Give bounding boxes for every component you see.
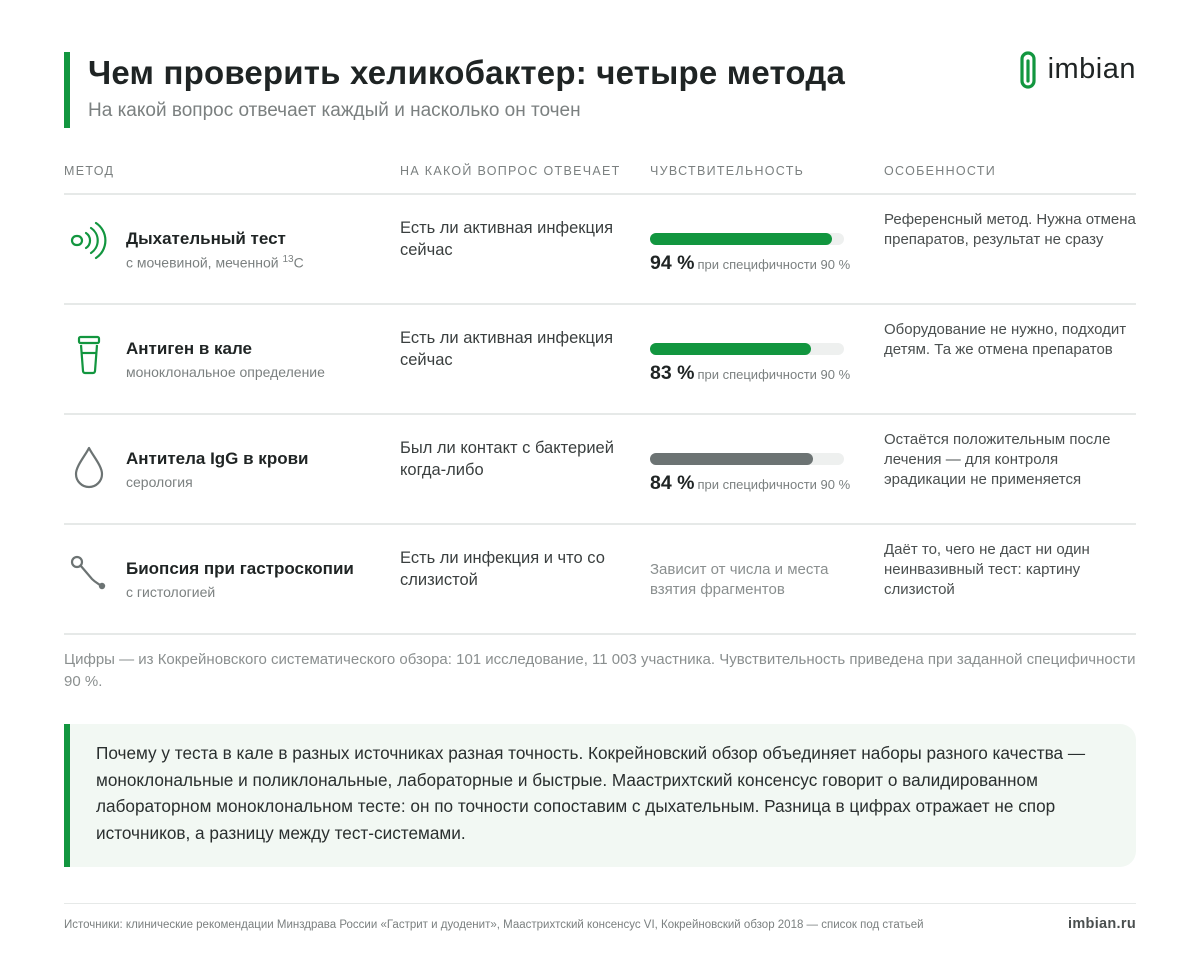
blood-drop-icon (74, 446, 104, 489)
site-link[interactable]: imbian.ru (1068, 916, 1136, 932)
method-features: Оборудование не нужно, подходит детям. Т… (884, 321, 1127, 358)
sensitivity-readout: 84 % при специфичности 90 % (650, 472, 850, 495)
method-subtitle: с гистологией (126, 584, 216, 600)
table-divider (64, 193, 1136, 195)
callout-accent-bar (64, 724, 70, 867)
imbian-logo-icon (1019, 51, 1036, 89)
column-header-sensitivity: Чувствительность (650, 164, 805, 178)
method-features: Остаётся положительным после лечения — д… (884, 431, 1111, 488)
sensitivity-bar (650, 343, 844, 355)
table-divider (64, 523, 1136, 525)
column-header-method: Метод (64, 164, 115, 178)
method-name: Биопсия при гастроскопии (126, 559, 354, 578)
logo[interactable]: imbian (1016, 47, 1136, 91)
sensitivity-readout: 94 % при специфичности 90 % (650, 252, 850, 275)
method-name: Дыхательный тест (126, 229, 286, 248)
page-title: Чем проверить хеликобактер: четыре метод… (88, 54, 846, 91)
sensitivity-value: 83 % (650, 362, 695, 384)
sensitivity-bar-fill (650, 343, 812, 355)
table-divider (64, 633, 1136, 635)
column-header-features: Особенности (884, 164, 997, 178)
method-name: Антитела IgG в крови (126, 449, 309, 468)
sensitivity-bar (650, 453, 844, 465)
method-features: Даёт то, чего не даст ни один неинвазивн… (884, 541, 1090, 598)
table-header: Метод На какой вопрос отвечает Чувствите… (0, 164, 1200, 180)
sensitivity-note: при специфичности 90 % (697, 477, 851, 492)
title-accent-bar (64, 52, 70, 128)
sensitivity-bar-fill (650, 233, 833, 245)
method-question: Есть ли инфекция и что со слизистой (400, 549, 605, 589)
table-divider (64, 413, 1136, 415)
method-features: Референсный метод. Нужна отмена препарат… (884, 211, 1136, 248)
logo-text: imbian (1047, 52, 1136, 85)
method-question: Есть ли активная инфекция сейчас (400, 329, 614, 369)
method-subtitle: моноклональное определение (126, 364, 325, 380)
footer-divider (64, 903, 1136, 904)
column-header-question: На какой вопрос отвечает (400, 164, 621, 178)
table-row: Антитела IgG в крови серология Был ли ко… (0, 415, 1200, 523)
method-subtitle: серология (126, 474, 193, 490)
sensitivity-bar-fill (650, 453, 813, 465)
sensitivity-value: 84 % (650, 472, 695, 494)
sensitivity-text: Зависит от числа и места взятия фрагмент… (650, 561, 829, 598)
table-row: Биопсия при гастроскопии с гистологией Е… (0, 525, 1200, 633)
table-row: Антиген в кале моноклональное определени… (0, 305, 1200, 413)
sensitivity-readout: 83 % при специфичности 90 % (650, 362, 850, 385)
method-question: Есть ли активная инфекция сейчас (400, 219, 614, 259)
table-divider (64, 303, 1136, 305)
callout-text: Почему у теста в кале в разных источника… (96, 743, 1086, 843)
method-name: Антиген в кале (126, 339, 253, 358)
callout-box: Почему у теста в кале в разных источника… (64, 724, 1136, 867)
sensitivity-note: при специфичности 90 % (697, 367, 851, 382)
sensitivity-note: при специфичности 90 % (697, 257, 851, 272)
stool-container-icon (77, 335, 101, 375)
breath-waves-icon (70, 221, 107, 260)
sensitivity-bar (650, 233, 844, 245)
sources-text: Источники: клинические рекомендации Минз… (64, 919, 924, 931)
table-footnote: Цифры — из Кокрейновского систематическо… (64, 651, 1136, 690)
endoscope-probe-icon (70, 555, 106, 590)
page-subtitle: На какой вопрос отвечает каждый и наскол… (88, 100, 581, 121)
sensitivity-value: 94 % (650, 252, 695, 274)
table-row: Дыхательный тест с мочевиной, меченной 1… (0, 195, 1200, 303)
method-subtitle: с мочевиной, меченной 13С (126, 254, 304, 271)
method-question: Был ли контакт с бактерией когда-либо (400, 439, 614, 479)
